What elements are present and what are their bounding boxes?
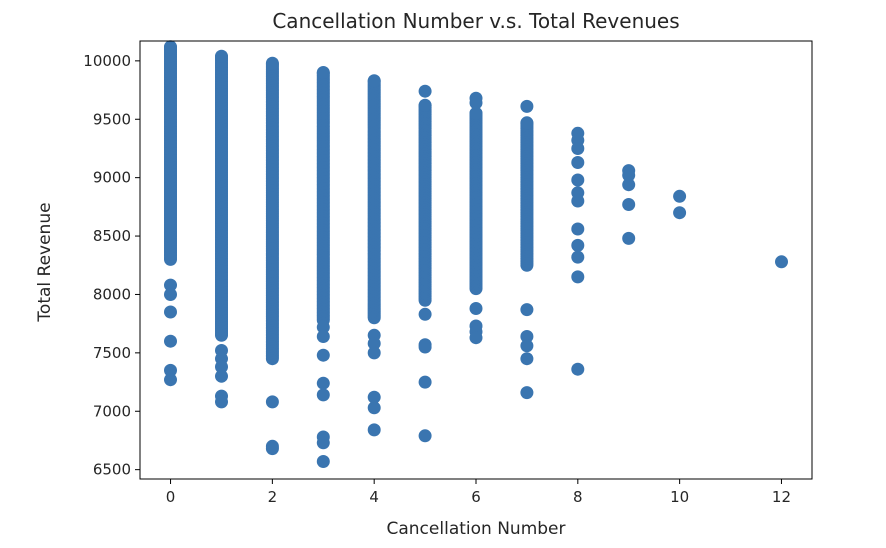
data-point xyxy=(215,360,228,374)
data-point xyxy=(469,331,483,345)
data-point xyxy=(215,49,228,63)
data-point xyxy=(164,288,177,301)
data-point xyxy=(265,395,279,409)
data-point xyxy=(316,320,330,334)
data-point xyxy=(571,362,585,376)
data-point xyxy=(622,178,636,192)
data-point xyxy=(164,363,177,377)
x-axis-label: Cancellation Number xyxy=(387,519,566,539)
data-point xyxy=(622,168,636,182)
y-axis-label: Total Revenue xyxy=(35,202,55,322)
x-axis-ticks: 0 2 4 6 8 10 12 xyxy=(166,479,791,506)
x-tick-label: 4 xyxy=(369,488,379,506)
data-point xyxy=(367,390,381,404)
data-point xyxy=(520,303,534,317)
data-point xyxy=(316,436,330,450)
y-tick-label: 9500 xyxy=(93,110,131,128)
x-tick-label: 8 xyxy=(573,488,583,506)
data-point xyxy=(164,373,177,387)
data-point xyxy=(367,401,381,415)
data-point xyxy=(418,340,432,354)
x-tick-label: 12 xyxy=(772,488,791,506)
data-point xyxy=(265,442,279,456)
y-axis-ticks: 6500 7000 7500 8000 8500 9000 9500 10000 xyxy=(83,52,140,479)
y-tick-label: 10000 xyxy=(83,52,131,70)
data-point xyxy=(265,56,279,70)
data-point xyxy=(418,84,432,98)
y-tick-label: 8000 xyxy=(93,285,131,303)
data-point xyxy=(775,255,788,269)
data-point xyxy=(367,337,381,350)
data-point xyxy=(367,423,381,437)
data-point xyxy=(469,106,483,120)
data-point xyxy=(571,270,585,284)
x-tick-label: 10 xyxy=(670,488,689,506)
data-point xyxy=(164,278,177,292)
data-point xyxy=(418,98,432,112)
data-point xyxy=(316,455,330,468)
data-point xyxy=(520,386,534,400)
data-point xyxy=(418,307,432,321)
data-point xyxy=(418,375,432,389)
data-point xyxy=(367,74,381,88)
data-point xyxy=(469,96,483,110)
data-point xyxy=(520,99,534,113)
x-tick-label: 0 xyxy=(166,488,176,506)
data-point xyxy=(571,194,585,208)
data-point xyxy=(164,334,177,348)
data-point xyxy=(673,189,687,203)
data-point xyxy=(316,388,330,402)
data-point xyxy=(622,231,636,245)
data-point xyxy=(469,302,483,315)
data-point xyxy=(367,346,381,360)
x-tick-label: 2 xyxy=(268,488,278,506)
chart-title: Cancellation Number v.s. Total Revenues xyxy=(272,9,679,33)
data-point xyxy=(164,40,177,54)
data-point xyxy=(316,330,330,343)
data-point xyxy=(520,116,534,130)
data-points xyxy=(164,40,788,468)
data-point xyxy=(520,330,534,343)
data-point xyxy=(215,369,228,383)
data-point xyxy=(571,238,585,252)
y-tick-label: 6500 xyxy=(93,461,131,479)
data-point xyxy=(520,352,534,366)
data-point xyxy=(571,222,585,236)
data-point xyxy=(316,376,330,390)
data-point xyxy=(520,339,534,353)
data-point xyxy=(215,395,228,409)
data-point xyxy=(622,198,636,211)
data-point xyxy=(571,156,585,169)
data-point xyxy=(164,305,177,319)
data-point xyxy=(418,429,432,443)
data-point xyxy=(316,66,330,79)
y-tick-label: 7000 xyxy=(93,402,131,420)
data-point xyxy=(571,173,585,187)
y-tick-label: 7500 xyxy=(93,344,131,362)
data-point xyxy=(571,142,585,155)
y-tick-label: 8500 xyxy=(93,227,131,245)
x-tick-label: 6 xyxy=(471,488,481,506)
data-point xyxy=(673,206,687,220)
y-tick-label: 9000 xyxy=(93,169,131,187)
data-point xyxy=(316,348,330,362)
data-point xyxy=(571,250,585,264)
